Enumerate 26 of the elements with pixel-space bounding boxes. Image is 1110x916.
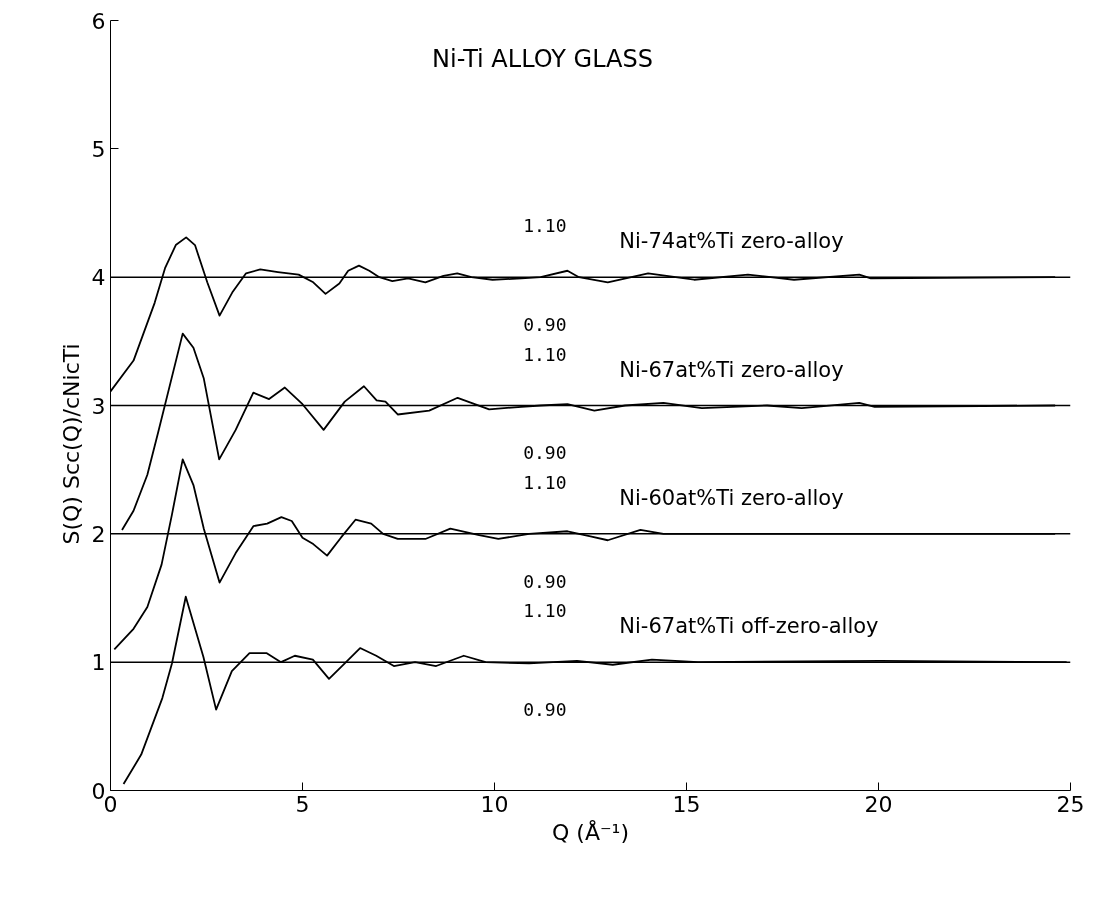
annotation: 0.90 [523,314,567,336]
y-tick-label: 2 [91,521,106,547]
annotation: 1.10 [523,600,567,622]
x-tick-label: 5 [295,791,310,817]
x-tick-label: 10 [480,791,509,817]
x-tick-label: 25 [1056,791,1085,817]
annotation: 0.90 [523,699,567,721]
annotation: 1.10 [523,343,567,365]
annotation: 1.10 [523,215,567,237]
series-label: Ni-67at%Ti off-zero-alloy [619,614,879,639]
x-tick-label: 15 [672,791,701,817]
series-label: Ni-74at%Ti zero-alloy [619,229,844,254]
annotation: 0.90 [523,442,567,464]
y-axis-title: S(Q) Scc(Q)/cNicTi [58,343,84,545]
series-label: Ni-60at%Ti zero-alloy [619,485,844,510]
annotation: 0.90 [523,570,567,592]
text: Ni-Ti ALLOY GLASS [432,45,653,73]
y-tick-label: 4 [91,265,106,291]
y-tick-label: 1 [91,650,106,676]
annotation: 1.10 [523,472,567,493]
y-tick-label: 3 [91,393,106,419]
y-tick-label: 6 [91,8,106,34]
y-tick-label: 5 [91,136,106,162]
series-label: Ni-67at%Ti zero-alloy [619,357,844,382]
x-tick-label: 20 [864,791,893,817]
x-axis-title: Q (Å⁻¹) [552,818,629,845]
